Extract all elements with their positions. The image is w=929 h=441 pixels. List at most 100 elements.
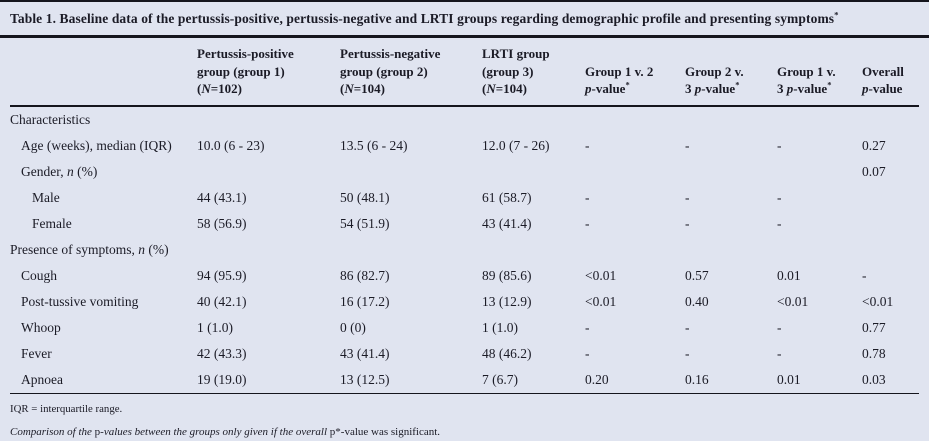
cell-group1: 42 (43.3) [197, 345, 247, 361]
cell-pvalue-1v3 [777, 106, 862, 133]
column-header-pvalue-overall: Overall p-value [862, 38, 919, 107]
cell-pvalue-1v2: - [585, 137, 590, 153]
cell-group2 [340, 159, 482, 185]
cell-pvalue-2v3: 0.16 [685, 366, 777, 394]
cell-pvalue-overall [862, 211, 919, 237]
cell-pvalue-overall: 0.27 [862, 137, 886, 153]
cell-pvalue-1v2: - [585, 319, 590, 335]
cell-group2: 43 (41.4) [340, 345, 390, 361]
cell-group1: 40 (42.1) [197, 293, 247, 309]
cell-group2 [340, 106, 482, 133]
cell-pvalue-overall: <0.01 [862, 293, 894, 309]
cell-group2: 86 (82.7) [340, 267, 390, 283]
cell-group2: 0 (0) [340, 319, 366, 335]
cell-group3: 43 (41.4) [482, 215, 532, 231]
table-body: Characteristics Age (weeks), median (IQR)… [10, 106, 919, 394]
cell-pvalue-1v3: - [777, 189, 782, 205]
table-title: Table 1. Baseline data of the pertussis-… [0, 2, 929, 38]
cell-pvalue-2v3 [685, 106, 777, 133]
cell-pvalue-1v2: 0.20 [585, 366, 685, 394]
row-label: Female [32, 215, 72, 231]
cell-group1: 10.0 (6 - 23) [197, 137, 265, 153]
cell-pvalue-1v2 [585, 237, 685, 263]
cell-group2: 16 (17.2) [340, 293, 390, 309]
footnote: Comparison of the p-values between the g… [10, 425, 441, 438]
cell-group2: 13 (12.5) [340, 366, 482, 394]
row-label: Apnoea [10, 366, 197, 394]
table-footnotes: IQR = interquartile range. Comparison of … [0, 394, 929, 439]
cell-group1: 19 (19.0) [197, 366, 340, 394]
row-label: Male [32, 189, 60, 205]
footnote: IQR = interquartile range. [10, 402, 123, 415]
table-row: Whoop 1 (1.0) 0 (0) 1 (1.0) - - - 0.77 [10, 315, 919, 341]
column-header-pvalue-2v3: Group 2 v. 3 p-value* [685, 38, 777, 107]
row-label: Post-tussive vomiting [21, 293, 139, 309]
row-label: Cough [21, 267, 58, 283]
column-header-group2: Pertussis-negative group (group 2) (N=104) [340, 38, 482, 107]
cell-pvalue-1v2 [585, 159, 685, 185]
cell-pvalue-1v3 [777, 159, 862, 185]
cell-pvalue-overall: - [862, 267, 867, 283]
table-row: Fever 42 (43.3) 43 (41.4) 48 (46.2) - - - 0.78 [10, 341, 919, 367]
cell-pvalue-overall: 0.07 [862, 163, 886, 179]
table-row: Presence of symptoms, n (%) [10, 237, 919, 263]
cell-group1 [197, 106, 340, 133]
table-row: Characteristics [10, 106, 919, 133]
row-label: Presence of symptoms, n (%) [10, 241, 169, 257]
cell-pvalue-2v3 [685, 159, 777, 185]
baseline-data-table: Pertussis-positive group (group 1) (N=102)… [10, 38, 919, 394]
table-row: Post-tussive vomiting 40 (42.1) 16 (17.2) 1… [10, 289, 919, 315]
cell-pvalue-1v3: 0.01 [777, 267, 801, 283]
cell-pvalue-1v2: - [585, 345, 590, 361]
cell-pvalue-1v2: <0.01 [585, 267, 617, 283]
cell-pvalue-2v3: 0.40 [685, 293, 709, 309]
cell-group3: 89 (85.6) [482, 267, 532, 283]
cell-group1: 1 (1.0) [197, 319, 233, 335]
table-row: Female 58 (56.9) 54 (51.9) 43 (41.4) - - - [10, 211, 919, 237]
cell-pvalue-overall [862, 237, 919, 263]
cell-group2 [340, 237, 482, 263]
row-label: Whoop [21, 319, 61, 335]
header-row: Pertussis-positive group (group 1) (N=102)… [10, 38, 919, 107]
cell-pvalue-overall: 0.03 [862, 366, 919, 394]
cell-group3: 1 (1.0) [482, 319, 518, 335]
cell-group2: 54 (51.9) [340, 215, 390, 231]
cell-group1: 44 (43.1) [197, 189, 247, 205]
cell-group3: 61 (58.7) [482, 189, 532, 205]
cell-pvalue-1v3 [777, 237, 862, 263]
cell-pvalue-1v2: <0.01 [585, 293, 617, 309]
cell-group3 [482, 159, 585, 185]
cell-group3: 7 (6.7) [482, 366, 585, 394]
cell-pvalue-overall: 0.78 [862, 345, 886, 361]
cell-pvalue-2v3 [685, 237, 777, 263]
cell-group1 [197, 237, 340, 263]
cell-group1 [197, 159, 340, 185]
cell-group3: 48 (46.2) [482, 345, 532, 361]
column-header-pvalue-1v3: Group 1 v. 3 p-value* [777, 38, 862, 107]
row-label: Fever [21, 345, 52, 361]
row-label: Age (weeks), median (IQR) [21, 137, 172, 153]
cell-pvalue-1v3: - [777, 345, 782, 361]
cell-group3 [482, 237, 585, 263]
column-header-row-label [10, 38, 197, 107]
row-label: Characteristics [10, 111, 91, 127]
cell-pvalue-1v2: - [585, 189, 590, 205]
cell-group3: 12.0 (7 - 26) [482, 137, 550, 153]
cell-group1: 58 (56.9) [197, 215, 247, 231]
cell-pvalue-1v3: - [777, 215, 782, 231]
cell-pvalue-1v2 [585, 106, 685, 133]
cell-pvalue-1v3: <0.01 [777, 293, 809, 309]
cell-pvalue-1v3: - [777, 137, 782, 153]
cell-pvalue-2v3: 0.57 [685, 267, 709, 283]
table-row: Male 44 (43.1) 50 (48.1) 61 (58.7) - - - [10, 185, 919, 211]
cell-pvalue-1v3: 0.01 [777, 366, 862, 394]
table-header: Pertussis-positive group (group 1) (N=102)… [10, 38, 919, 107]
cell-group2: 50 (48.1) [340, 189, 390, 205]
column-header-group1: Pertussis-positive group (group 1) (N=102) [197, 38, 340, 107]
cell-pvalue-1v3: - [777, 319, 782, 335]
cell-group3: 13 (12.9) [482, 293, 532, 309]
cell-pvalue-overall [862, 185, 919, 211]
cell-group1: 94 (95.9) [197, 267, 247, 283]
cell-pvalue-overall [862, 106, 919, 133]
